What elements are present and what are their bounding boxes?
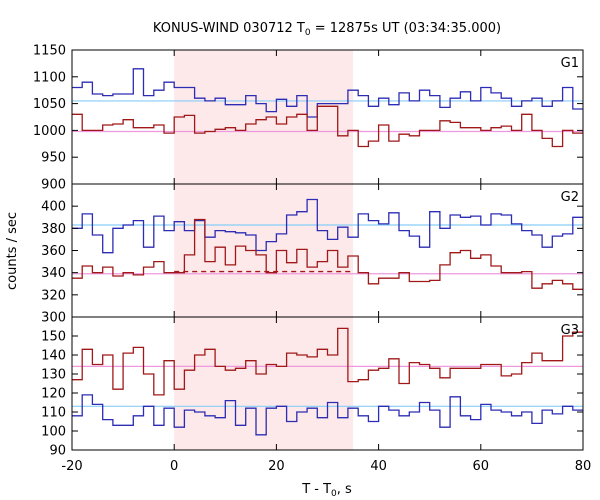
chart-title-prefix: KONUS-WIND 030712 T	[153, 21, 305, 36]
panel-frame	[71, 316, 584, 451]
y-tick-label: 110	[41, 406, 66, 421]
panel-g3: 90 100 110 120 130 140 150 G3	[41, 316, 584, 459]
y-tick-label: 400	[41, 200, 66, 215]
x-axis-label: T - T0, s	[301, 482, 352, 499]
panel-label: G1	[561, 56, 579, 71]
chart-title: KONUS-WIND 030712 T0 = 12875s UT (03:34:…	[153, 21, 501, 38]
chart-title-suffix: = 12875s UT (03:34:35.000)	[311, 21, 501, 36]
chart-title-subscript: 0	[305, 28, 311, 38]
panel-label: G3	[561, 323, 579, 338]
y-tick-label: 1050	[33, 97, 66, 112]
y-tick-label: 300	[41, 311, 66, 326]
series-red-g3	[72, 327, 583, 396]
y-tick-label: 360	[41, 244, 66, 259]
panel-g2: 300 320 340 360 380 400 G2	[41, 183, 584, 326]
y-tick-label: 150	[41, 330, 66, 345]
y-tick-label: 1100	[33, 70, 66, 85]
x-tick-label: 80	[575, 459, 592, 474]
x-axis-label-suffix: , s	[337, 482, 352, 497]
y-tick-label: 950	[41, 151, 66, 166]
x-tick-label: 0	[170, 459, 178, 474]
y-tick-label: 140	[41, 349, 66, 364]
y-axis-label: counts / sec	[5, 212, 20, 290]
y-tick-label: 900	[41, 178, 66, 193]
y-tick-label: 130	[41, 368, 66, 383]
x-tick-label: 40	[370, 459, 387, 474]
series-blue-g1	[72, 68, 583, 118]
series-blue-g2	[72, 198, 583, 254]
x-tick-label: 20	[268, 459, 285, 474]
panel-label: G2	[561, 190, 579, 205]
y-tick-label: 320	[41, 288, 66, 303]
series-red-g1	[72, 105, 583, 148]
y-tick-label: 1150	[33, 44, 66, 59]
series-blue-g3	[72, 394, 583, 436]
y-tick-label: 90	[49, 444, 66, 459]
y-tick-label: 380	[41, 222, 66, 237]
x-axis-label-subscript: 0	[331, 489, 337, 499]
plot-area: 9009501000105011001150G13003203403603804…	[33, 44, 591, 475]
y-tick-label: 100	[41, 425, 66, 440]
y-tick-label: 1000	[33, 124, 66, 139]
series-red-g2	[72, 218, 583, 290]
panel-g1: 900 950 1000 1050 1100 1150 G1	[33, 44, 584, 193]
y-tick-label: 120	[41, 387, 66, 402]
highlight-interval	[174, 50, 354, 184]
x-axis-label-prefix: T - T	[301, 482, 331, 497]
y-tick-label: 340	[41, 266, 66, 281]
x-tick-label: 60	[473, 459, 490, 474]
highlight-interval	[174, 317, 354, 450]
x-tick-label: -20	[61, 459, 82, 474]
